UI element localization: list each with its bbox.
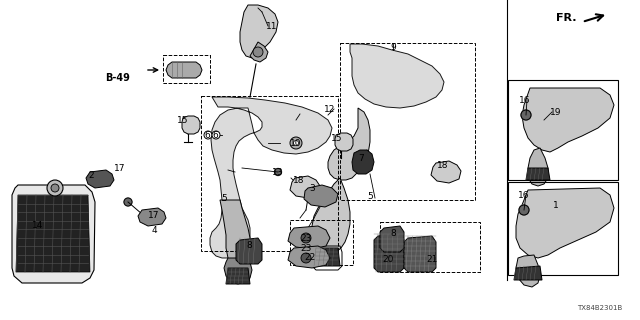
Polygon shape (210, 97, 332, 258)
Bar (508, 182, 618, 275)
Polygon shape (166, 62, 202, 78)
Polygon shape (16, 195, 90, 272)
Circle shape (47, 180, 63, 196)
Polygon shape (240, 5, 278, 58)
Text: 5: 5 (221, 194, 227, 203)
Text: FR.: FR. (556, 13, 576, 23)
Text: 8: 8 (246, 241, 252, 250)
Polygon shape (224, 258, 252, 284)
Circle shape (212, 131, 220, 139)
Text: 16: 16 (519, 95, 531, 105)
Text: 22: 22 (305, 253, 316, 262)
Text: 12: 12 (324, 105, 336, 114)
Polygon shape (12, 185, 95, 283)
Polygon shape (528, 148, 548, 186)
Bar (201, 96, 338, 251)
Polygon shape (314, 248, 340, 266)
Polygon shape (250, 42, 268, 62)
Polygon shape (404, 236, 436, 272)
Circle shape (301, 233, 311, 243)
Polygon shape (138, 208, 166, 226)
Polygon shape (220, 200, 250, 263)
Circle shape (290, 137, 302, 149)
Circle shape (275, 169, 282, 175)
Text: 5: 5 (367, 191, 373, 201)
Polygon shape (182, 116, 200, 134)
Polygon shape (350, 44, 444, 108)
Text: 17: 17 (115, 164, 125, 172)
Polygon shape (335, 133, 353, 151)
Polygon shape (514, 266, 542, 280)
Bar (508, 80, 618, 180)
Polygon shape (226, 268, 250, 284)
Polygon shape (86, 170, 114, 188)
Text: 14: 14 (32, 220, 44, 229)
Polygon shape (312, 178, 350, 254)
Polygon shape (516, 188, 614, 258)
Circle shape (51, 184, 59, 192)
Circle shape (204, 131, 212, 139)
Text: 9: 9 (390, 43, 396, 52)
Polygon shape (328, 108, 370, 180)
Text: 19: 19 (550, 108, 562, 116)
Text: 6: 6 (204, 131, 210, 140)
Circle shape (521, 110, 531, 120)
Circle shape (294, 140, 298, 146)
Text: 13: 13 (272, 167, 284, 177)
Text: 18: 18 (293, 175, 305, 185)
Text: 11: 11 (266, 21, 278, 30)
Text: 21: 21 (426, 254, 438, 263)
Text: 3: 3 (309, 183, 315, 193)
Text: 15: 15 (332, 133, 343, 142)
Text: 18: 18 (437, 161, 449, 170)
Polygon shape (290, 176, 320, 198)
Text: 4: 4 (151, 226, 157, 235)
Circle shape (301, 253, 311, 263)
Polygon shape (288, 246, 330, 268)
Text: 23: 23 (300, 234, 312, 243)
Bar (380, 222, 480, 272)
Polygon shape (352, 150, 374, 174)
Text: 20: 20 (382, 254, 394, 263)
Bar (290, 220, 353, 265)
Circle shape (124, 198, 132, 206)
Polygon shape (380, 226, 404, 252)
Polygon shape (236, 238, 262, 264)
Text: 23: 23 (300, 244, 312, 252)
Text: 16: 16 (518, 190, 530, 199)
Text: B-49: B-49 (106, 73, 131, 83)
Text: 1: 1 (553, 201, 559, 210)
Text: 10: 10 (291, 139, 301, 148)
Text: 7: 7 (358, 154, 364, 163)
Polygon shape (522, 88, 614, 152)
Text: TX84B2301B: TX84B2301B (577, 305, 623, 311)
Bar (340, 43, 475, 200)
Polygon shape (374, 234, 404, 272)
Circle shape (253, 47, 263, 57)
Text: 17: 17 (148, 211, 160, 220)
Polygon shape (304, 185, 338, 207)
Bar (163, 55, 210, 83)
Polygon shape (288, 226, 330, 249)
Text: 2: 2 (88, 171, 94, 180)
Polygon shape (526, 168, 550, 180)
Text: 8: 8 (390, 228, 396, 237)
Polygon shape (431, 161, 461, 183)
Text: 6: 6 (212, 131, 218, 140)
Circle shape (519, 205, 529, 215)
Polygon shape (516, 255, 540, 287)
Text: 15: 15 (177, 116, 189, 124)
